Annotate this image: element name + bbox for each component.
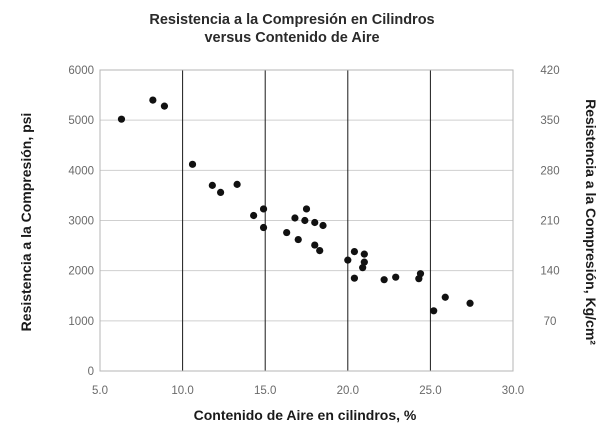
- x-tick-label: 10.0: [171, 385, 193, 397]
- chart-title-line-2: versus Contenido de Aire: [204, 30, 379, 46]
- x-axis-label: Contenido de Aire en cilindros, %: [194, 407, 417, 423]
- data-point: [359, 264, 367, 272]
- data-point: [301, 216, 309, 225]
- data-point: [466, 299, 474, 307]
- data-point: [250, 211, 258, 220]
- right-y-tick-label: 350: [540, 115, 559, 127]
- data-point: [149, 96, 157, 104]
- right-y-axis-ticks: 70 140 210 280 350 420: [540, 65, 559, 328]
- right-y-axis-label: Resistencia a la Compresión, Kg/cm²: [583, 99, 599, 345]
- data-point: [188, 160, 197, 168]
- data-point: [360, 250, 368, 258]
- data-point: [360, 258, 368, 266]
- data-point: [302, 205, 311, 213]
- x-tick-label: 30.0: [502, 385, 524, 397]
- left-y-tick-label: 1000: [68, 316, 94, 328]
- data-point: [216, 188, 225, 197]
- data-point: [291, 214, 299, 222]
- right-y-tick-label: 70: [544, 316, 557, 328]
- x-tick-label: 20.0: [337, 385, 359, 397]
- left-y-tick-label: 3000: [68, 216, 94, 228]
- data-point: [117, 115, 126, 123]
- data-point: [380, 276, 388, 284]
- left-y-axis-label: Resistencia a la Compresión, psi: [18, 113, 34, 332]
- data-point: [311, 218, 319, 227]
- data-point: [430, 307, 438, 315]
- left-y-tick-label: 4000: [68, 165, 94, 177]
- data-point: [316, 247, 324, 255]
- x-tick-label: 15.0: [254, 385, 276, 397]
- right-y-tick-label: 140: [540, 266, 559, 278]
- left-y-tick-label: 0: [88, 366, 94, 378]
- data-point: [319, 221, 327, 230]
- data-point: [233, 180, 241, 188]
- data-point: [392, 273, 400, 281]
- data-point: [283, 228, 291, 237]
- data-point: [344, 256, 352, 264]
- data-point: [441, 293, 449, 301]
- data-point: [294, 235, 302, 244]
- data-point: [259, 205, 268, 213]
- left-y-tick-label: 5000: [68, 115, 94, 127]
- data-point: [350, 248, 359, 256]
- right-y-tick-label: 420: [540, 65, 559, 77]
- chart-title-line-1: Resistencia a la Compresión en Cilindros: [149, 12, 434, 28]
- left-y-tick-label: 6000: [68, 65, 94, 77]
- data-point: [208, 181, 216, 189]
- data-point: [160, 102, 169, 110]
- x-tick-label: 5.0: [92, 385, 108, 397]
- data-points: [117, 96, 474, 315]
- x-tick-label: 25.0: [419, 385, 441, 397]
- grid: [100, 70, 513, 371]
- data-point: [311, 241, 319, 249]
- x-axis-ticks: 5.0 10.0 15.0 20.0 25.0 30.0: [92, 385, 524, 397]
- data-point: [415, 275, 423, 283]
- right-y-tick-label: 280: [540, 165, 559, 177]
- left-y-axis-ticks: 0 1000 2000 3000 4000 5000 6000: [68, 65, 94, 378]
- left-y-tick-label: 2000: [68, 266, 94, 278]
- data-point: [259, 223, 268, 232]
- data-point: [350, 274, 359, 282]
- right-y-tick-label: 210: [540, 216, 559, 228]
- plot-area: [99, 69, 514, 372]
